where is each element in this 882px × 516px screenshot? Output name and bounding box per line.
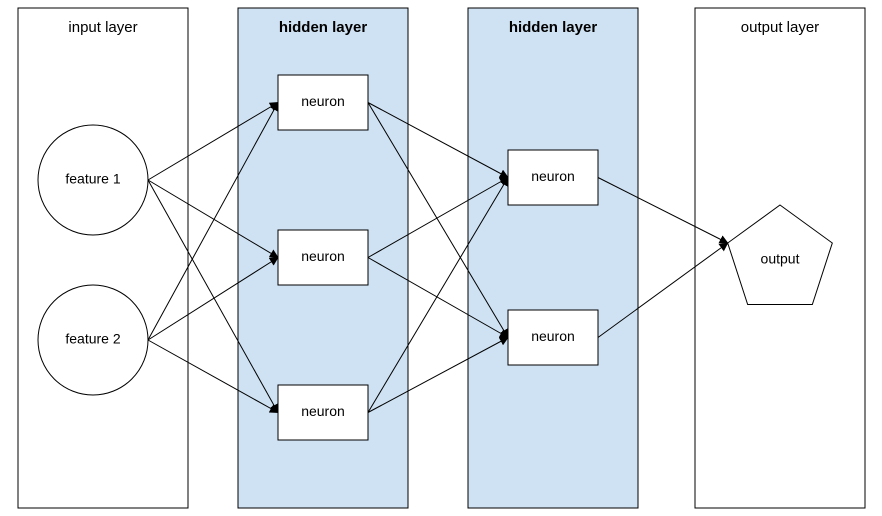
node-label: feature 1 bbox=[65, 171, 120, 187]
node-label: neuron bbox=[531, 168, 575, 184]
node-label: neuron bbox=[301, 403, 345, 419]
layer-title: input layer bbox=[68, 19, 137, 36]
node-label: output bbox=[761, 251, 800, 267]
layer-title: output layer bbox=[741, 19, 819, 36]
layer-title: hidden layer bbox=[279, 19, 368, 36]
layer-panel bbox=[468, 8, 638, 508]
edges bbox=[148, 103, 728, 413]
neural-network-diagram: input layer hidden layer hidden layer outpu… bbox=[0, 0, 882, 516]
layer-panel bbox=[18, 8, 188, 508]
node-label: neuron bbox=[301, 93, 345, 109]
node-label: neuron bbox=[301, 248, 345, 264]
node-label: neuron bbox=[531, 328, 575, 344]
layer-title: hidden layer bbox=[509, 19, 598, 36]
node-label: feature 2 bbox=[65, 331, 120, 347]
